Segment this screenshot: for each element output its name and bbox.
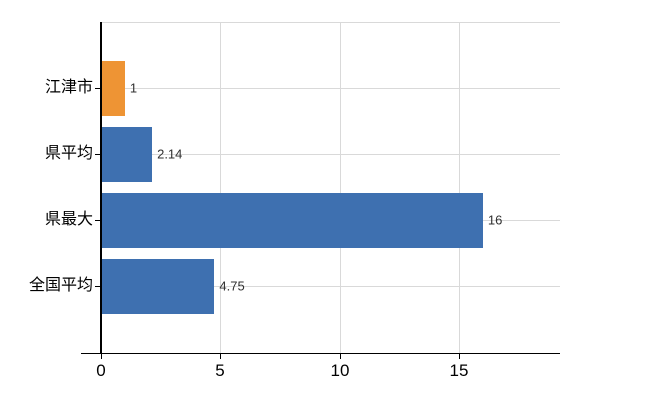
bar-value-label: 4.75 — [219, 278, 245, 294]
h-gridline — [101, 286, 560, 287]
category-label: 江津市 — [44, 79, 93, 96]
bar — [101, 60, 125, 116]
bar — [101, 192, 483, 248]
x-tick — [340, 353, 341, 359]
x-tick — [220, 353, 221, 359]
x-tick-label: 5 — [215, 361, 225, 380]
bar-value-label: 2.14 — [157, 146, 183, 162]
v-gridline — [340, 22, 341, 353]
v-gridline — [220, 22, 221, 353]
bar — [101, 126, 153, 182]
h-gridline — [101, 88, 560, 89]
category-label: 全国平均 — [28, 277, 93, 294]
category-label: 県最大 — [44, 211, 93, 228]
y-tick — [95, 88, 101, 89]
y-tick — [95, 286, 101, 287]
plot-top-border — [101, 22, 560, 23]
x-tick-label: 15 — [449, 361, 469, 380]
x-axis-line — [81, 352, 560, 354]
x-tick — [101, 353, 102, 359]
v-gridline — [459, 22, 460, 353]
x-tick-label: 0 — [96, 361, 106, 380]
bar-value-label: 16 — [487, 212, 503, 228]
category-label: 県平均 — [44, 145, 93, 162]
bar — [101, 258, 215, 314]
bar-value-label: 1 — [129, 80, 138, 96]
x-tick-label: 10 — [330, 361, 350, 380]
y-tick — [95, 220, 101, 221]
y-tick — [95, 154, 101, 155]
x-tick — [459, 353, 460, 359]
y-axis-line — [100, 22, 102, 353]
h-gridline — [101, 154, 560, 155]
